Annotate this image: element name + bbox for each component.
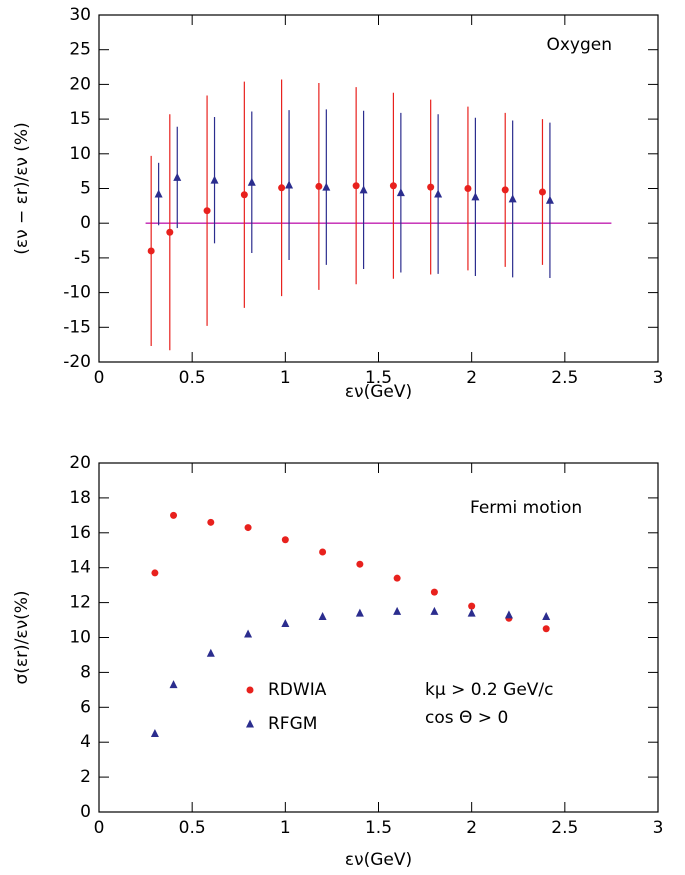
y-tick-label: 4 bbox=[80, 732, 91, 752]
data-point bbox=[206, 648, 215, 657]
y-tick-label: 20 bbox=[69, 453, 91, 473]
plot-frame bbox=[98, 14, 659, 363]
data-point bbox=[151, 569, 159, 577]
data-point bbox=[393, 574, 401, 582]
data-point bbox=[278, 184, 286, 192]
data-point bbox=[147, 247, 155, 255]
data-point bbox=[352, 182, 360, 190]
x-tick-label: 2 bbox=[466, 818, 477, 838]
y-tick-label: 10 bbox=[69, 628, 91, 648]
legend-label: RFGM bbox=[268, 714, 317, 734]
data-point bbox=[170, 511, 178, 519]
data-point bbox=[207, 518, 215, 526]
y-tick-label: 6 bbox=[80, 697, 91, 717]
data-point bbox=[359, 185, 368, 194]
legend-marker bbox=[246, 719, 254, 728]
data-point bbox=[389, 182, 397, 190]
data-point bbox=[154, 189, 163, 198]
data-point bbox=[210, 175, 219, 184]
data-point bbox=[430, 606, 439, 615]
data-point bbox=[247, 177, 256, 186]
x-tick-label: 1.5 bbox=[365, 368, 392, 388]
annotation: Oxygen bbox=[546, 35, 612, 55]
data-point bbox=[396, 188, 405, 197]
data-point bbox=[203, 207, 211, 215]
data-point bbox=[281, 536, 289, 544]
y-tick-label: 14 bbox=[69, 558, 91, 578]
data-point bbox=[501, 186, 509, 194]
y-tick-label: 5 bbox=[80, 179, 91, 199]
y-tick-label: 12 bbox=[69, 593, 91, 613]
annotation: kμ > 0.2 GeV/c bbox=[425, 680, 554, 700]
y-tick-label: -15 bbox=[63, 317, 91, 337]
x-tick-label: 1.5 bbox=[365, 818, 392, 838]
data-point bbox=[285, 180, 294, 189]
x-axis-label: εν(GeV) bbox=[345, 382, 412, 402]
y-tick-label: 18 bbox=[69, 488, 91, 508]
y-axis-label: σ(εr)/εν(%) bbox=[12, 590, 32, 684]
x-tick-label: 3 bbox=[653, 368, 664, 388]
annotation: Fermi motion bbox=[470, 498, 582, 518]
data-point bbox=[471, 192, 480, 201]
data-point bbox=[322, 182, 331, 191]
x-axis-label: εν(GeV) bbox=[345, 850, 412, 870]
annotation: cos Θ > 0 bbox=[425, 708, 508, 728]
data-point bbox=[434, 189, 443, 198]
data-point bbox=[504, 610, 513, 619]
y-tick-label: 0 bbox=[80, 802, 91, 822]
legend-label: RDWIA bbox=[268, 680, 327, 700]
y-tick-label: 0 bbox=[80, 213, 91, 233]
x-tick-label: 1 bbox=[280, 368, 291, 388]
x-tick-label: 0 bbox=[94, 368, 105, 388]
y-tick-label: 8 bbox=[80, 662, 91, 682]
data-point bbox=[173, 172, 182, 181]
data-point bbox=[542, 612, 551, 621]
x-tick-label: 2.5 bbox=[551, 818, 578, 838]
data-point bbox=[464, 185, 472, 192]
data-point bbox=[355, 608, 364, 617]
x-tick-label: 3 bbox=[653, 818, 664, 838]
y-tick-label: -5 bbox=[74, 248, 91, 268]
data-point bbox=[468, 602, 476, 610]
y-axis-label: (εν − εr)/εν (%) bbox=[12, 122, 32, 254]
y-tick-label: 16 bbox=[69, 523, 91, 543]
data-point bbox=[430, 588, 438, 596]
data-point bbox=[427, 183, 435, 191]
data-point bbox=[538, 188, 546, 196]
y-tick-label: 2 bbox=[80, 767, 91, 787]
data-point bbox=[545, 195, 554, 204]
data-point bbox=[169, 680, 178, 689]
data-point bbox=[508, 194, 517, 203]
data-point bbox=[240, 191, 248, 199]
x-tick-label: 0.5 bbox=[179, 818, 206, 838]
x-tick-label: 2 bbox=[466, 368, 477, 388]
data-point bbox=[166, 228, 174, 236]
y-tick-label: 20 bbox=[69, 74, 91, 94]
y-tick-label: 30 bbox=[69, 5, 91, 25]
x-tick-label: 0.5 bbox=[179, 368, 206, 388]
y-tick-label: 10 bbox=[69, 144, 91, 164]
x-tick-label: 0 bbox=[94, 818, 105, 838]
legend-marker bbox=[246, 686, 254, 694]
data-point bbox=[542, 625, 550, 633]
data-point bbox=[244, 524, 252, 532]
data-point bbox=[356, 560, 364, 568]
data-point bbox=[281, 619, 290, 628]
data-point bbox=[150, 728, 159, 737]
data-point bbox=[315, 182, 323, 190]
data-point bbox=[319, 548, 327, 556]
y-tick-label: -10 bbox=[63, 283, 91, 303]
y-tick-label: 25 bbox=[69, 40, 91, 60]
data-point bbox=[244, 629, 253, 638]
y-tick-label: -20 bbox=[63, 352, 91, 372]
x-tick-label: 2.5 bbox=[551, 368, 578, 388]
data-point bbox=[318, 612, 327, 621]
x-tick-label: 1 bbox=[280, 818, 291, 838]
y-tick-label: 15 bbox=[69, 109, 91, 129]
data-point bbox=[467, 608, 476, 617]
data-point bbox=[393, 606, 402, 615]
